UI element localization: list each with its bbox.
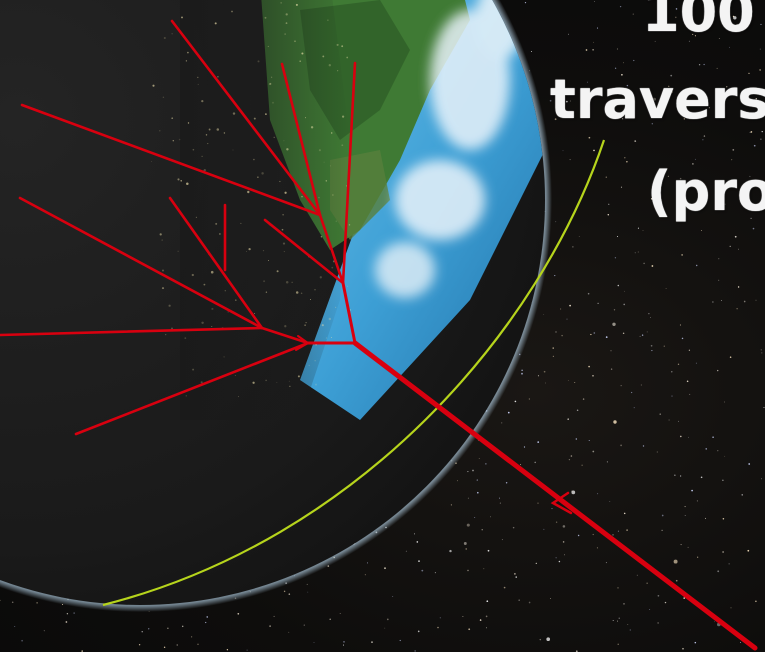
arrowhead-icon xyxy=(550,491,573,515)
caption-line-2: travers xyxy=(550,68,765,131)
shower-branch xyxy=(0,326,264,337)
shower-branch xyxy=(341,61,357,285)
shower-branch xyxy=(20,103,322,217)
atmosphere-boundary-arc xyxy=(102,139,606,607)
shower-branch xyxy=(168,196,264,330)
shower-branch xyxy=(18,196,264,330)
earth-globe-icon xyxy=(0,0,552,612)
shower-branch xyxy=(263,218,345,285)
primary-particle-track xyxy=(352,340,758,651)
shower-branch xyxy=(74,341,310,436)
shower-branch xyxy=(341,281,357,345)
caption-line-3: (pro xyxy=(647,160,765,223)
air-shower-tree xyxy=(0,19,758,651)
shower-branch xyxy=(280,62,322,217)
shower-branch xyxy=(318,213,345,285)
shower-branch xyxy=(260,326,310,345)
caption-line-1: 100 xyxy=(642,0,755,44)
shower-branch xyxy=(170,19,322,217)
arrowhead-icon xyxy=(295,335,310,351)
